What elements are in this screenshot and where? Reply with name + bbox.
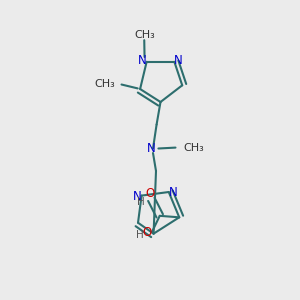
Text: CH₃: CH₃ xyxy=(183,142,204,153)
Text: N: N xyxy=(147,142,156,155)
Text: N: N xyxy=(133,190,142,203)
Text: CH₃: CH₃ xyxy=(94,79,115,89)
Text: O: O xyxy=(146,188,155,200)
Text: N: N xyxy=(169,185,178,199)
Text: CH₃: CH₃ xyxy=(134,30,155,40)
Text: N: N xyxy=(138,54,147,68)
Text: O: O xyxy=(143,226,152,239)
Text: N: N xyxy=(174,54,183,68)
Text: H: H xyxy=(137,197,145,207)
Text: H: H xyxy=(136,230,143,240)
